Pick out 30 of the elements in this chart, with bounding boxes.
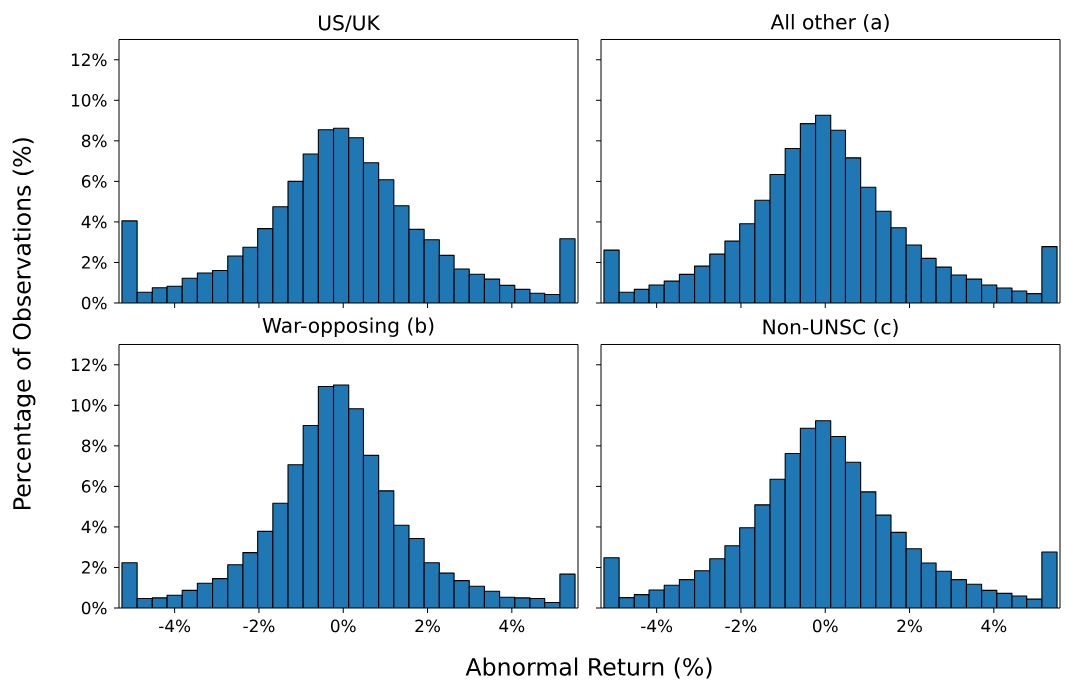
chart-title: War-opposing (b) (262, 317, 434, 337)
y-tick-label: 2% (82, 256, 107, 269)
x-tick-label: 0% (330, 619, 356, 633)
x-tick-label: -4% (641, 619, 673, 633)
y-tick-label: 2% (82, 561, 107, 574)
x-tick-label: 4% (981, 619, 1007, 633)
x-tick-label: 0% (812, 619, 838, 633)
y-tick-label: 12% (71, 53, 107, 67)
y-tick-label: 8% (81, 439, 107, 453)
x-tick-label: -2% (725, 619, 757, 633)
x-tick-label: 2% (415, 619, 440, 633)
chart-title: All other (a) (770, 13, 889, 32)
y-tick-label: 4% (81, 215, 107, 229)
y-tick-label: 0% (81, 296, 107, 310)
y-tick-label: 6% (81, 175, 107, 188)
y-tick-label: 0% (81, 601, 107, 615)
x-tick-label: 2% (897, 619, 922, 633)
y-tick-label: 6% (81, 480, 107, 493)
x-axis-title: Abnormal Return (%) (465, 657, 712, 679)
x-tick-label: -2% (243, 619, 275, 633)
chart-title: US/UK (318, 15, 381, 32)
y-axis-title: Percentage of Observations (%) (12, 138, 36, 509)
x-tick-label: -4% (159, 619, 191, 633)
x-tick-label: 4% (499, 619, 525, 633)
y-tick-label: 12% (71, 358, 107, 372)
chart-title: Non-UNSC (c) (763, 318, 898, 337)
y-tick-label: 4% (81, 520, 107, 534)
y-tick-label: 10% (71, 398, 107, 412)
y-tick-label: 8% (81, 134, 107, 148)
y-tick-label: 10% (71, 93, 107, 107)
